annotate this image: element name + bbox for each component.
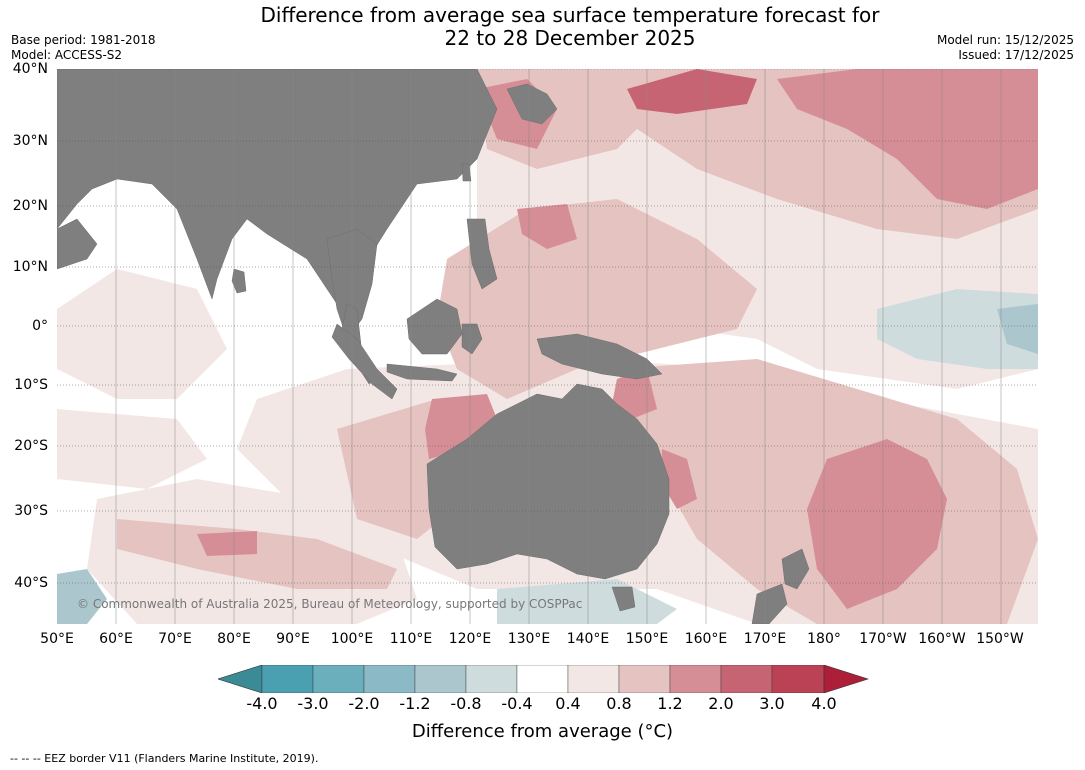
land-sulawesi xyxy=(461,323,483,355)
colorbar-label: Difference from average (°C) xyxy=(411,721,674,742)
colorbar-arrow-high xyxy=(823,665,869,693)
lon-label-100e: 100°E xyxy=(330,631,374,647)
land-sumatra xyxy=(331,323,398,400)
land-new-guinea xyxy=(536,333,663,380)
colorbar-swatch-2 xyxy=(312,665,365,693)
lat-label-30s: 30°S xyxy=(14,503,48,519)
title-line-1: Difference from average sea surface temp… xyxy=(260,3,880,27)
colorbar-tick: 0.8 xyxy=(606,694,632,713)
colorbar-swatch-10 xyxy=(720,665,773,693)
map-meridians xyxy=(115,69,1002,624)
land-new-zealand-south xyxy=(751,583,788,624)
anomaly-zone-dark-red-north xyxy=(627,69,757,114)
land-japan xyxy=(506,83,558,125)
lat-label-40n: 40°N xyxy=(12,61,48,77)
meta-left: Base period: 1981-2018 Model: ACCESS-S2 xyxy=(11,33,156,63)
colorbar-swatch-8 xyxy=(618,665,671,693)
colorbar-swatch-1 xyxy=(261,665,314,693)
lon-label-160w: 160°W xyxy=(918,631,966,647)
colorbar-tick: 1.2 xyxy=(657,694,683,713)
landmass xyxy=(57,69,810,624)
colorbar-tick: -2.0 xyxy=(348,694,380,713)
lon-label-110e: 110°E xyxy=(389,631,433,647)
lon-label-180: 180° xyxy=(807,631,841,647)
lon-label-60e: 60°E xyxy=(99,631,133,647)
lon-label-160e: 160°E xyxy=(684,631,728,647)
model-run: Model run: 15/12/2025 xyxy=(936,33,1074,47)
land-asia xyxy=(57,69,498,320)
colorbar-tick: 2.0 xyxy=(708,694,734,713)
colorbar-tick: -0.4 xyxy=(501,694,533,713)
colorbar xyxy=(218,665,869,693)
lat-label-0: 0° xyxy=(32,318,48,334)
anomaly-zone-pale-west xyxy=(57,269,227,399)
land-java xyxy=(386,363,458,382)
anomaly-zone-red-philippine-sea xyxy=(517,204,577,249)
lon-label-150w: 150°W xyxy=(976,631,1024,647)
colorbar-tick: -3.0 xyxy=(297,694,329,713)
sst-anomaly-map xyxy=(57,69,1038,624)
base-period: Base period: 1981-2018 xyxy=(11,33,156,47)
model-name: Model: ACCESS-S2 xyxy=(11,48,123,62)
land-philippines xyxy=(466,218,498,290)
anomaly-zone-blue-equatorial-core xyxy=(997,304,1038,354)
land-australia xyxy=(426,383,670,580)
lat-label-40s: 40°S xyxy=(14,575,48,591)
colorbar-tick: 4.0 xyxy=(811,694,837,713)
colorbar-swatch-9 xyxy=(669,665,722,693)
lon-label-120e: 120°E xyxy=(448,631,492,647)
colorbar-swatch-7 xyxy=(567,665,620,693)
anomaly-zone-pale-sw2 xyxy=(57,409,207,489)
meta-right: Model run: 15/12/2025 Issued: 17/12/2025 xyxy=(937,33,1074,63)
colorbar-tick: 3.0 xyxy=(759,694,785,713)
lon-label-50e: 50°E xyxy=(40,631,74,647)
lon-label-130e: 130°E xyxy=(507,631,551,647)
chart-title: Difference from average sea surface temp… xyxy=(0,4,1085,50)
title-line-2: 22 to 28 December 2025 xyxy=(444,26,696,50)
land-arabia-tip xyxy=(57,218,98,270)
anomaly-zone-red-coral-sea xyxy=(612,369,657,419)
lon-label-140e: 140°E xyxy=(566,631,610,647)
lat-label-20s: 20°S xyxy=(14,438,48,454)
eez-footnote: -- -- -- EEZ border V11 (Flanders Marine… xyxy=(10,752,319,765)
colorbar-tick: 0.4 xyxy=(555,694,581,713)
anomaly-contours xyxy=(57,69,1038,624)
colorbar-tick: -1.2 xyxy=(399,694,431,713)
anomaly-zone-red-southern xyxy=(197,531,257,556)
lat-label-10n: 10°N xyxy=(12,259,48,275)
lat-label-10s: 10°S xyxy=(14,377,48,393)
anomaly-zone-red-tasman xyxy=(662,449,697,509)
lon-label-90e: 90°E xyxy=(276,631,310,647)
lon-label-150e: 150°E xyxy=(625,631,669,647)
issued-date: Issued: 17/12/2025 xyxy=(958,48,1074,62)
anomaly-zone-red-wa-coast xyxy=(425,394,497,459)
lat-label-20n: 20°N xyxy=(12,198,48,214)
colorbar-swatch-5 xyxy=(465,665,518,693)
colorbar-tick: -4.0 xyxy=(246,694,278,713)
lon-label-70e: 70°E xyxy=(158,631,192,647)
anomaly-zone-red-northeast xyxy=(777,69,1038,209)
lon-label-170w: 170°W xyxy=(859,631,907,647)
copyright-text: © Commonwealth of Australia 2025, Bureau… xyxy=(77,597,583,611)
colorbar-swatch-3 xyxy=(363,665,416,693)
anomaly-zone-light-red-maritime xyxy=(437,199,757,399)
lon-label-80e: 80°E xyxy=(217,631,251,647)
colorbar-swatch-6 xyxy=(516,665,569,693)
colorbar-arrow-low xyxy=(218,665,263,693)
lon-label-170e: 170°E xyxy=(743,631,787,647)
colorbar-tick: -0.8 xyxy=(450,694,482,713)
anomaly-zone-red-south-pacific xyxy=(807,439,947,609)
colorbar-swatch-4 xyxy=(414,665,467,693)
colorbar-swatch-11 xyxy=(771,665,825,693)
lat-label-30n: 30°N xyxy=(12,133,48,149)
land-tasmania xyxy=(611,586,636,612)
land-new-zealand-north xyxy=(781,548,810,590)
land-taiwan xyxy=(461,163,472,182)
map-svg xyxy=(57,69,1038,624)
land-sri-lanka xyxy=(231,268,247,294)
